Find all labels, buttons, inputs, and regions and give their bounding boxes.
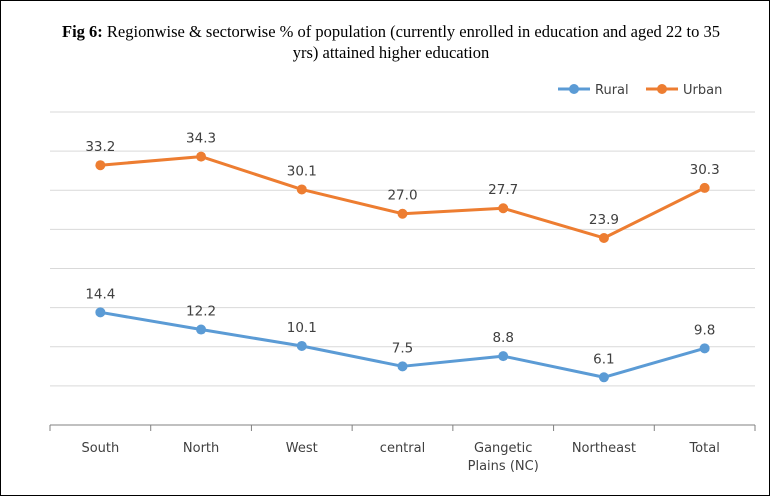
x-tick-label-line: Plains (NC) [468, 459, 539, 474]
data-label-rural: 6.1 [593, 351, 614, 367]
data-label-urban: 27.7 [488, 182, 518, 198]
x-tick-label: central [380, 441, 425, 456]
x-tick-label: North [183, 441, 219, 456]
data-point-rural [297, 341, 307, 351]
legend-label-urban: Urban [683, 83, 722, 98]
x-tick-label: South [81, 441, 119, 456]
x-tick-label-line: Gangetic [474, 441, 532, 456]
data-point-rural [599, 372, 609, 382]
data-labels: 14.4 12.2 10.1 7.5 8.8 6.1 9.8 33.2 34.3 30.1 27.0… [85, 131, 719, 368]
data-point-urban [700, 183, 710, 193]
data-point-rural [95, 307, 105, 317]
x-tick-label-line: central [380, 441, 425, 456]
data-label-urban: 34.3 [186, 131, 216, 147]
data-point-urban [398, 209, 408, 219]
data-point-rural [700, 343, 710, 353]
data-point-urban [297, 184, 307, 194]
x-axis [50, 425, 755, 431]
data-label-urban: 30.1 [287, 163, 317, 179]
data-label-rural: 7.5 [392, 340, 413, 356]
x-tick-label-line: South [81, 441, 119, 456]
data-point-urban [95, 160, 105, 170]
data-point-urban [196, 152, 206, 162]
x-tick-label: Gangetic Plains (NC) [468, 441, 539, 474]
data-label-urban: 30.3 [690, 162, 720, 178]
x-tick-label: West [286, 441, 318, 456]
data-point-urban [599, 233, 609, 243]
x-tick-label: Northeast [572, 441, 636, 456]
data-point-rural [196, 325, 206, 335]
x-tick-label-line: North [183, 441, 219, 456]
data-label-rural: 14.4 [85, 286, 115, 302]
legend: Rural Urban [558, 83, 722, 98]
legend-marker-rural [569, 84, 579, 94]
x-tick-labels: South North West central Gangetic Plains (NC)… [81, 441, 719, 474]
data-point-rural [398, 361, 408, 371]
data-label-rural: 8.8 [492, 330, 513, 346]
data-point-urban [498, 203, 508, 213]
legend-label-rural: Rural [595, 83, 629, 98]
x-tick-label-line: Northeast [572, 441, 636, 456]
x-tick-label-line: Total [688, 441, 719, 456]
data-label-rural: 9.8 [694, 322, 715, 338]
data-label-rural: 10.1 [287, 320, 317, 336]
data-label-urban: 23.9 [589, 212, 619, 228]
legend-marker-urban [657, 84, 667, 94]
x-tick-label: Total [688, 441, 719, 456]
data-label-rural: 12.2 [186, 304, 216, 320]
data-label-urban: 27.0 [387, 188, 417, 204]
data-point-rural [498, 351, 508, 361]
data-label-urban: 33.2 [85, 139, 115, 155]
x-tick-label-line: West [286, 441, 318, 456]
